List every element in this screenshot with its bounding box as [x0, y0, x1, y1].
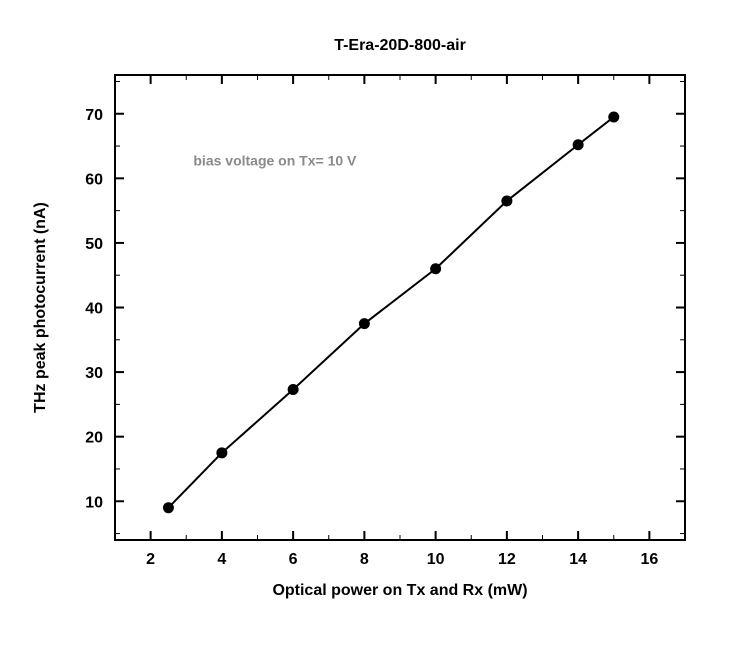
chart-container: 2 4 6 8 10 12 14 16 10 20 30 40 50 60 70 T-Era-20D-800-… [0, 0, 750, 645]
y-tick-label: 20 [85, 430, 103, 447]
chart-svg: 2 4 6 8 10 12 14 16 10 20 30 40 50 60 70 T-Era-20D-800-… [0, 0, 750, 645]
y-axis-label: THz peak photocurrent (nA) [32, 202, 49, 413]
y-tick-label: 10 [85, 494, 103, 511]
annotation-text: bias voltage on Tx= 10 V [193, 152, 357, 168]
x-tick-label: 14 [569, 551, 587, 568]
data-point [359, 318, 370, 329]
data-point [288, 384, 299, 395]
x-tick-label: 12 [498, 551, 516, 568]
y-tick-label: 40 [85, 301, 103, 318]
chart-bg [0, 0, 750, 645]
x-tick-label: 16 [640, 551, 658, 568]
data-point [163, 502, 174, 513]
data-point [501, 195, 512, 206]
x-tick-label: 10 [427, 551, 445, 568]
chart-title: T-Era-20D-800-air [334, 37, 466, 54]
x-tick-label: 4 [217, 551, 226, 568]
x-tick-label: 2 [146, 551, 155, 568]
data-point [216, 447, 227, 458]
y-tick-label: 50 [85, 236, 103, 253]
data-point [608, 111, 619, 122]
y-tick-label: 30 [85, 365, 103, 382]
y-tick-label: 70 [85, 107, 103, 124]
y-tick-label: 60 [85, 171, 103, 188]
data-point [573, 139, 584, 150]
data-point [430, 263, 441, 274]
x-axis-label: Optical power on Tx and Rx (mW) [272, 582, 527, 599]
x-tick-label: 6 [289, 551, 298, 568]
x-tick-label: 8 [360, 551, 369, 568]
